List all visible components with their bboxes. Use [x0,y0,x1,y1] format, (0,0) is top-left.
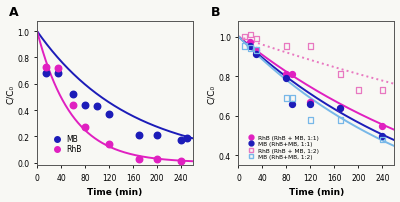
Point [337,107,344,110]
MB [70,93,76,96]
X-axis label: Time (min): Time (min) [88,187,143,197]
RhB [70,104,76,107]
Point [337,107,344,110]
RhB [82,126,88,129]
Point [283,73,290,76]
Point [253,38,260,41]
Point [283,97,290,100]
X-axis label: Time (min): Time (min) [289,187,344,197]
RhB [154,157,160,161]
Point [379,138,386,141]
Point [247,46,254,49]
Point [307,119,314,122]
Point [337,119,344,122]
MB [94,105,100,108]
Point [289,73,296,76]
Point [253,54,260,57]
MB [106,113,112,116]
MB [184,136,190,140]
Point [253,49,260,53]
Point [379,124,386,128]
Y-axis label: C/C₀: C/C₀ [6,84,14,103]
Point [247,34,254,37]
RhB [178,160,184,163]
Legend: RhB (RhB + MB, 1:1), MB (RhB+MB, 1:1), RhB (RhB + MB, 1:2), MB (RhB+MB, 1:2): RhB (RhB + MB, 1:1), MB (RhB+MB, 1:1), R… [244,135,320,160]
Legend: MB, RhB: MB, RhB [49,134,82,155]
MB [82,104,88,107]
MB [55,72,61,76]
Point [355,89,362,92]
Point [283,46,290,49]
Point [247,47,254,51]
MB [154,134,160,137]
Text: A: A [9,6,19,19]
Point [337,73,344,76]
Point [283,77,290,80]
Point [379,134,386,138]
MB [178,139,184,142]
Y-axis label: C/C₀: C/C₀ [207,84,216,103]
Point [253,49,260,53]
Point [307,46,314,49]
Point [307,101,314,104]
RhB [43,66,49,69]
RhB [136,157,142,161]
Point [247,42,254,45]
Point [289,97,296,100]
Point [289,103,296,106]
Point [241,36,248,39]
RhB [55,67,61,70]
Point [379,89,386,92]
MB [43,72,49,76]
Point [241,46,248,49]
RhB [106,143,112,146]
MB [136,134,142,137]
Point [307,103,314,106]
Text: B: B [210,6,220,19]
